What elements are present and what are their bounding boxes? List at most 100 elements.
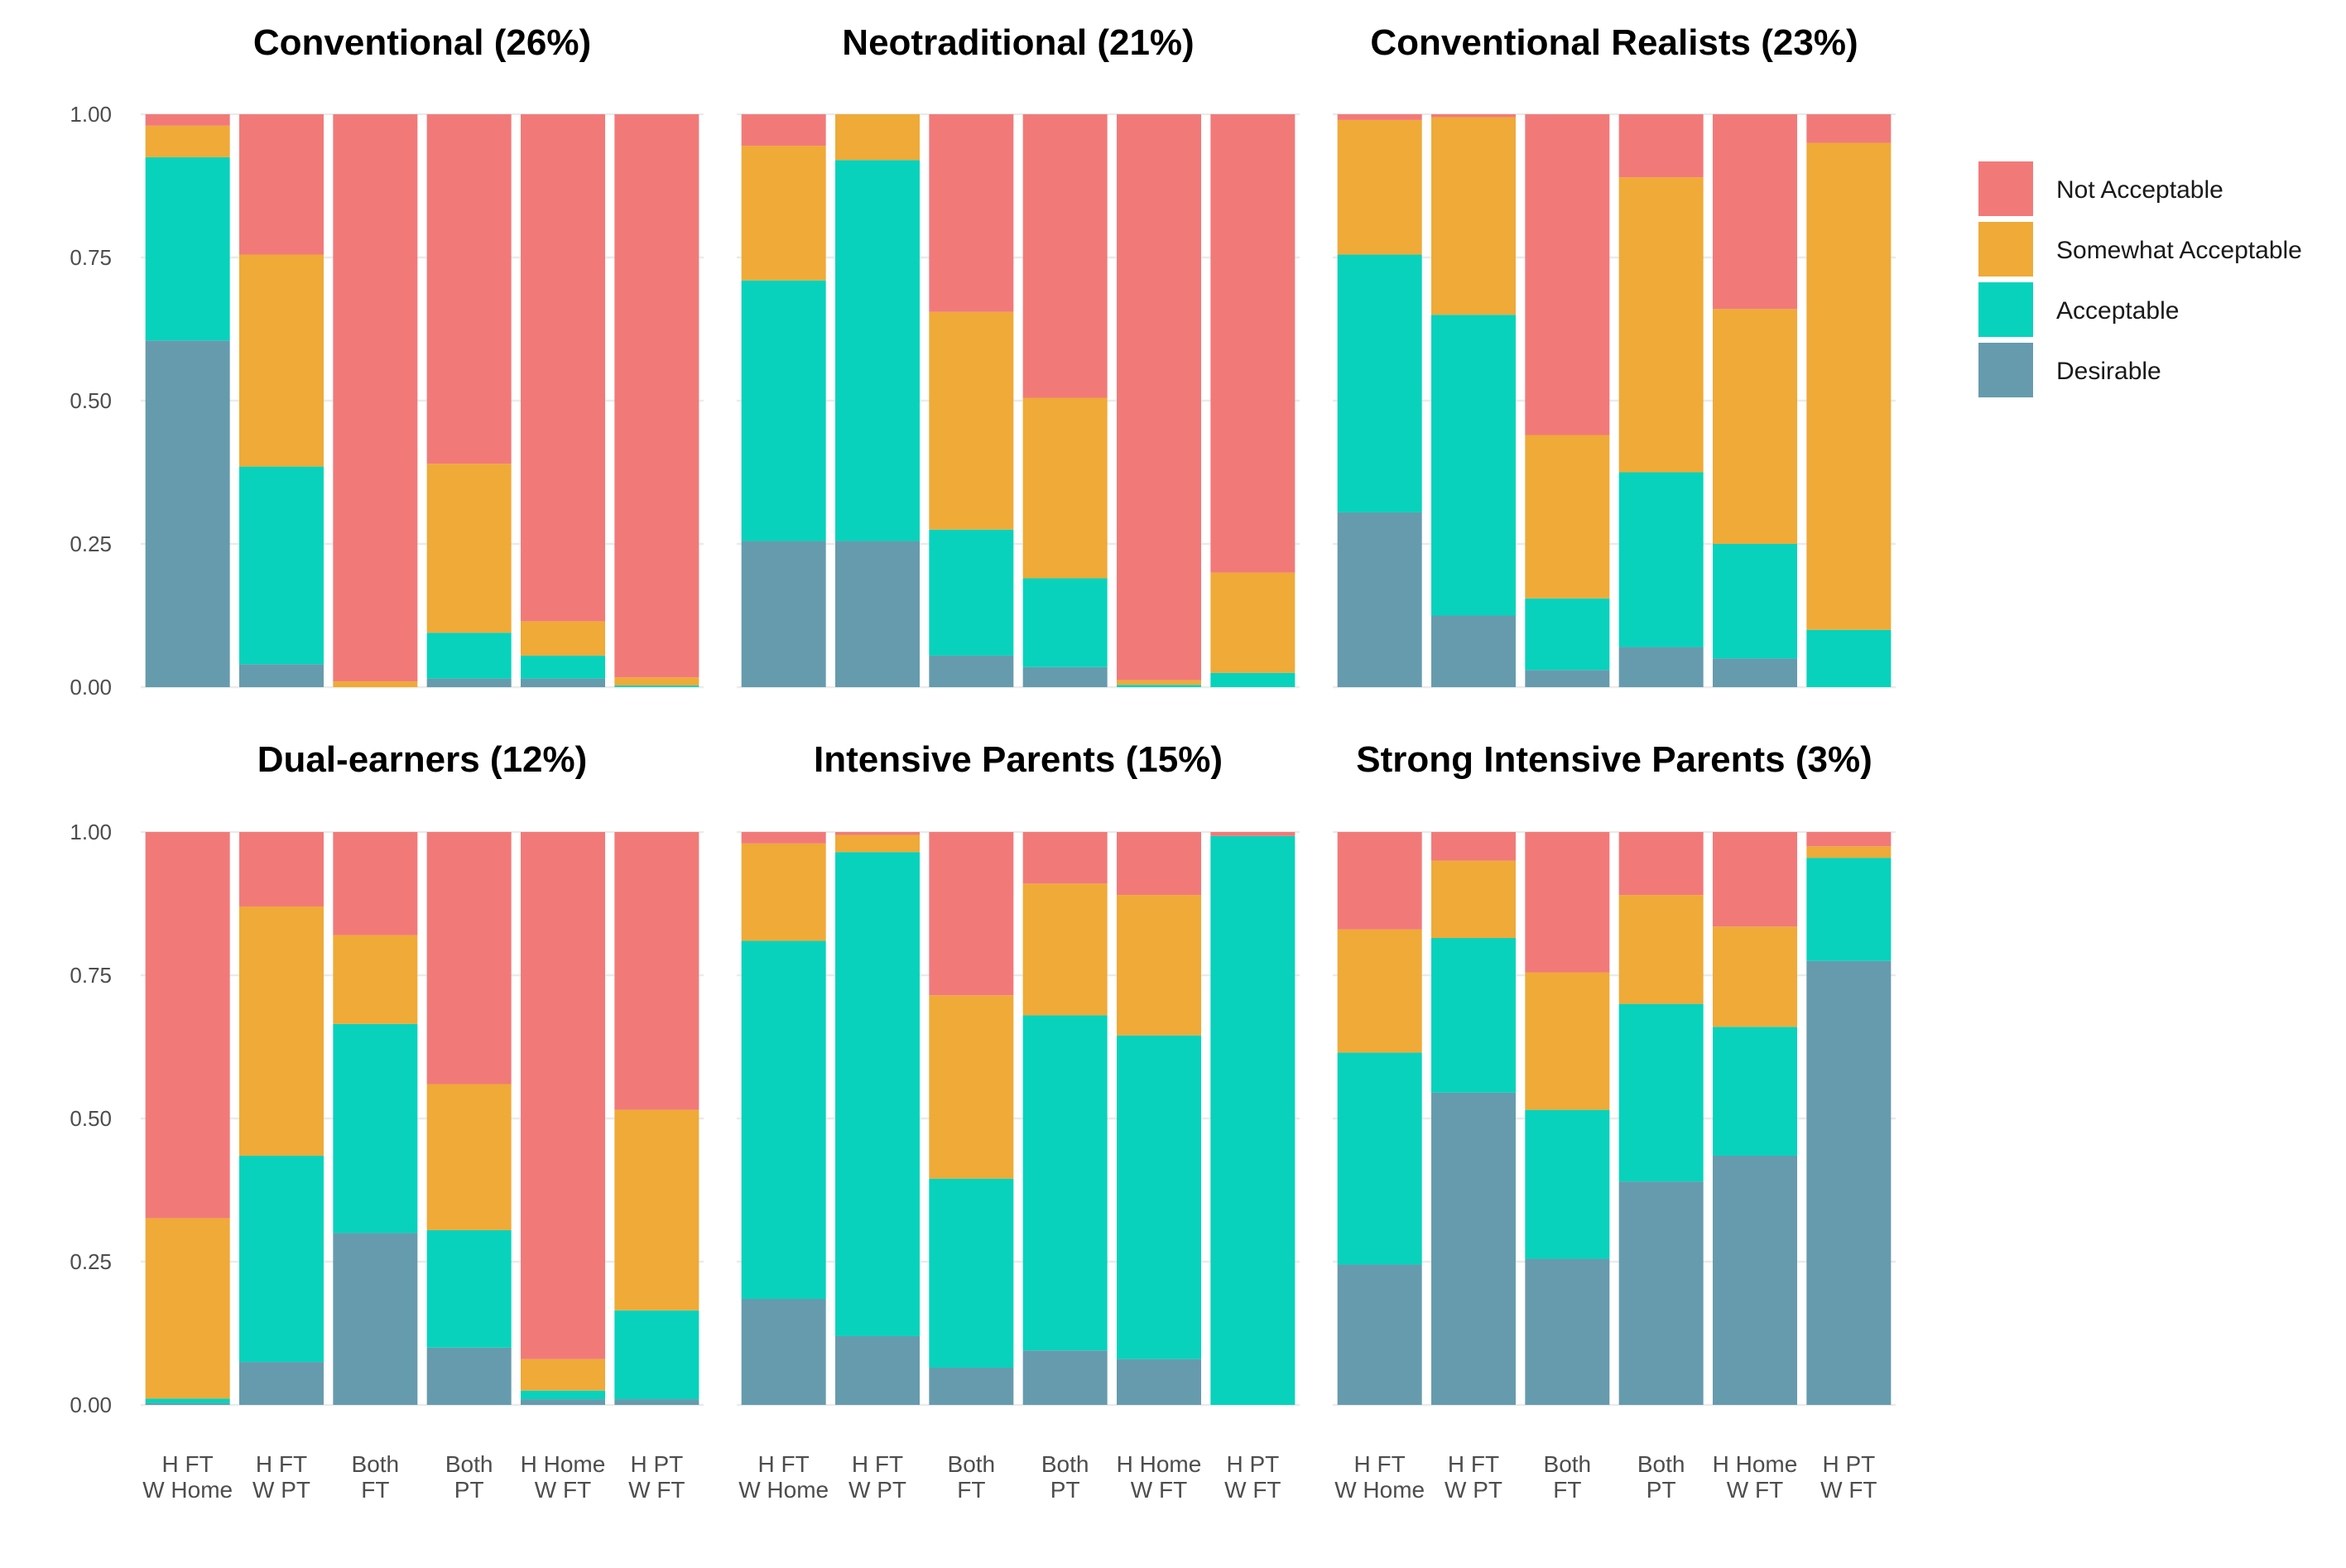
bar-segment-somewhat-acceptable xyxy=(614,677,699,685)
bar-segment-somewhat-acceptable xyxy=(426,464,512,633)
x-tick-label: W PT xyxy=(252,1477,310,1503)
bar-segment-somewhat-acceptable xyxy=(1022,883,1108,1016)
x-tick-label: Both xyxy=(1637,1451,1685,1477)
bar-segment-not-acceptable xyxy=(1713,832,1797,927)
bar-segment-not-acceptable xyxy=(145,114,230,126)
bar-segment-not-acceptable xyxy=(614,114,699,678)
bar-segment-desirable xyxy=(1337,512,1422,687)
x-tick-label: H FT xyxy=(1354,1451,1406,1477)
bar-segment-somewhat-acceptable xyxy=(426,1084,512,1230)
legend-swatch-acceptable xyxy=(1978,282,2033,337)
x-tick-label: H Home xyxy=(521,1451,606,1477)
bar-segment-not-acceptable xyxy=(239,832,324,907)
bar-segment-somewhat-acceptable xyxy=(1337,119,1422,255)
bar-segment-not-acceptable xyxy=(1210,832,1296,836)
bar-segment-somewhat-acceptable xyxy=(1210,572,1296,673)
bar-segment-desirable xyxy=(145,340,230,687)
bar-segment-acceptable xyxy=(1431,315,1516,616)
bar-segment-acceptable xyxy=(741,940,826,1299)
x-tick-label: H PT xyxy=(1226,1451,1279,1477)
legend-swatch-not-acceptable xyxy=(1978,161,2033,216)
panel-title-neotraditional-21: Neotraditional (21%) xyxy=(842,22,1194,63)
bar-segment-somewhat-acceptable xyxy=(741,843,826,941)
bar-segment-acceptable xyxy=(1431,938,1516,1093)
bar-segment-not-acceptable xyxy=(835,832,920,835)
x-tick-label: H FT xyxy=(256,1451,307,1477)
y-tick-label: 0.25 xyxy=(70,531,112,556)
bar-segment-not-acceptable xyxy=(1525,114,1610,435)
x-tick-label: W FT xyxy=(1131,1477,1187,1503)
x-tick-label: Both xyxy=(352,1451,400,1477)
panel-title-strong-intensive-parents-3: Strong Intensive Parents (3%) xyxy=(1356,739,1872,780)
bar-segment-not-acceptable xyxy=(1117,832,1201,896)
panel-title-intensive-parents-15: Intensive Parents (15%) xyxy=(814,739,1223,780)
x-tick-label: H FT xyxy=(852,1451,903,1477)
bar-segment-somewhat-acceptable xyxy=(1713,309,1797,544)
bar-segment-somewhat-acceptable xyxy=(1618,177,1704,473)
bar-segment-acceptable xyxy=(835,852,920,1336)
y-tick-label: 0.25 xyxy=(70,1249,112,1274)
bar-segment-acceptable xyxy=(1713,1027,1797,1156)
bar-segment-not-acceptable xyxy=(741,114,826,147)
bar-segment-not-acceptable xyxy=(1431,114,1516,118)
legend-label-acceptable: Acceptable xyxy=(2056,297,2179,325)
x-tick-label: FT xyxy=(957,1477,985,1503)
bar-segment-somewhat-acceptable xyxy=(1806,142,1892,630)
x-tick-label: W Home xyxy=(738,1477,829,1503)
bar-segment-somewhat-acceptable xyxy=(521,621,605,656)
x-tick-label: W FT xyxy=(1224,1477,1281,1503)
bar-segment-acceptable xyxy=(835,160,920,541)
x-tick-label: Both xyxy=(445,1451,493,1477)
bar-segment-desirable xyxy=(741,541,826,687)
y-tick-label: 0.75 xyxy=(70,245,112,270)
x-tick-label: Both xyxy=(1041,1451,1089,1477)
bar-segment-not-acceptable xyxy=(521,832,605,1359)
bar-segment-somewhat-acceptable xyxy=(239,254,324,467)
x-tick-label: FT xyxy=(1553,1477,1581,1503)
bar-segment-somewhat-acceptable xyxy=(239,906,324,1156)
bar-segment-desirable xyxy=(1022,1350,1108,1405)
x-tick-label: H Home xyxy=(1117,1451,1202,1477)
x-tick-label: H FT xyxy=(1448,1451,1499,1477)
bar-segment-acceptable xyxy=(521,655,605,679)
bar-segment-desirable xyxy=(426,1347,512,1405)
bar-segment-somewhat-acceptable xyxy=(1431,117,1516,315)
bar-segment-not-acceptable xyxy=(426,114,512,464)
bar-segment-acceptable xyxy=(333,1023,418,1234)
y-tick-label: 0.75 xyxy=(70,963,112,988)
bar-segment-acceptable xyxy=(1618,1003,1704,1182)
bar-segment-somewhat-acceptable xyxy=(835,835,920,853)
bar-segment-acceptable xyxy=(1525,598,1610,671)
bar-segment-desirable xyxy=(333,1233,418,1405)
x-tick-label: H FT xyxy=(758,1451,810,1477)
bar-segment-somewhat-acceptable xyxy=(835,114,920,161)
bar-segment-desirable xyxy=(521,678,605,687)
x-tick-label: PT xyxy=(454,1477,484,1503)
bar-segment-not-acceptable xyxy=(239,114,324,255)
bar-segment-somewhat-acceptable xyxy=(1713,926,1797,1027)
bar-segment-desirable xyxy=(1525,1258,1610,1405)
bar-segment-acceptable xyxy=(614,685,699,687)
bar-segment-desirable xyxy=(835,1335,920,1405)
x-tick-label: PT xyxy=(1647,1477,1676,1503)
bar-segment-somewhat-acceptable xyxy=(145,1218,230,1399)
bar-segment-desirable xyxy=(1431,1092,1516,1405)
bar-segment-desirable xyxy=(1713,658,1797,687)
y-tick-label: 0.00 xyxy=(70,1392,112,1417)
bar-segment-desirable xyxy=(1022,666,1108,687)
bar-segment-somewhat-acceptable xyxy=(741,146,826,281)
bar-segment-somewhat-acceptable xyxy=(614,1109,699,1311)
bar-segment-not-acceptable xyxy=(1117,114,1201,681)
bar-segment-acceptable xyxy=(239,1155,324,1363)
bar-segment-not-acceptable xyxy=(1713,114,1797,310)
bar-segment-acceptable xyxy=(1210,672,1296,687)
bar-segment-desirable xyxy=(1806,960,1892,1405)
bar-segment-not-acceptable xyxy=(333,832,418,936)
x-tick-label: Both xyxy=(948,1451,996,1477)
bar-segment-somewhat-acceptable xyxy=(1117,895,1201,1036)
x-tick-label: H PT xyxy=(630,1451,683,1477)
x-tick-label: W FT xyxy=(1820,1477,1877,1503)
bar-segment-not-acceptable xyxy=(1525,832,1610,973)
